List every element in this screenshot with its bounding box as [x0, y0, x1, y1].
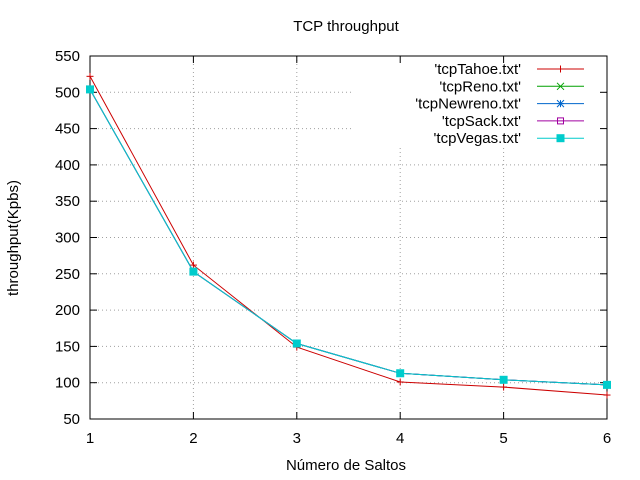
legend-label: 'tcpReno.txt': [439, 78, 521, 95]
legend: 'tcpTahoe.txt''tcpReno.txt''tcpNewreno.t…: [415, 61, 584, 147]
data-point: [396, 378, 404, 386]
legend-entry: 'tcpVegas.txt': [434, 130, 584, 147]
legend-marker: [556, 134, 565, 143]
legend-label: 'tcpVegas.txt': [434, 130, 522, 147]
series-group: [86, 72, 611, 399]
series-line: [89, 89, 608, 386]
y-tick-label: 550: [55, 48, 80, 65]
y-axis-title: throughput(Kpbs): [5, 180, 22, 296]
legend-marker: [557, 117, 564, 125]
legend-marker: [557, 65, 564, 73]
data-point: [189, 267, 198, 276]
axis-ticks: 50 100 150 200 250 300 350 400 450 500 550 1 2 3 4 5 6: [55, 48, 611, 447]
legend-entry: 'tcpTahoe.txt': [434, 61, 584, 78]
y-tick-label: 200: [55, 302, 80, 319]
legend-label: 'tcpNewreno.txt': [415, 96, 521, 113]
series-0: [86, 72, 611, 399]
data-point: [603, 380, 611, 389]
legend-marker: [556, 82, 565, 91]
y-tick-label: 450: [55, 121, 80, 138]
x-axis-title: Número de Saltos: [286, 457, 406, 474]
y-tick-label: 250: [55, 266, 80, 283]
y-tick-label: 50: [63, 411, 80, 428]
legend-entry: 'tcpSack.txt': [442, 113, 584, 130]
y-tick-label: 100: [55, 375, 80, 392]
legend-label: 'tcpTahoe.txt': [434, 61, 521, 78]
data-point: [603, 391, 611, 399]
y-tick-label: 300: [55, 230, 80, 247]
data-point: [396, 369, 405, 378]
series-4: [86, 85, 611, 389]
x-tick-label: 6: [603, 430, 611, 447]
legend-label: 'tcpSack.txt': [442, 113, 521, 130]
data-point: [189, 261, 197, 269]
series-line: [89, 76, 608, 396]
data-point: [292, 339, 301, 348]
x-tick-label: 5: [499, 430, 507, 447]
x-tick-label: 1: [86, 430, 94, 447]
y-tick-label: 500: [55, 84, 80, 101]
legend-entry: 'tcpNewreno.txt': [415, 96, 584, 113]
legend-marker: [556, 99, 565, 108]
data-point: [86, 72, 94, 80]
legend-entry: 'tcpReno.txt': [439, 78, 584, 95]
x-tick-label: 2: [189, 430, 197, 447]
y-tick-label: 150: [55, 338, 80, 355]
data-point: [86, 85, 94, 94]
x-tick-label: 4: [396, 430, 404, 447]
y-tick-label: 400: [55, 157, 80, 174]
x-tick-label: 3: [293, 430, 301, 447]
y-tick-label: 350: [55, 193, 80, 210]
data-point: [499, 375, 508, 384]
chart-title: TCP throughput: [293, 18, 399, 35]
data-point: [500, 383, 508, 391]
